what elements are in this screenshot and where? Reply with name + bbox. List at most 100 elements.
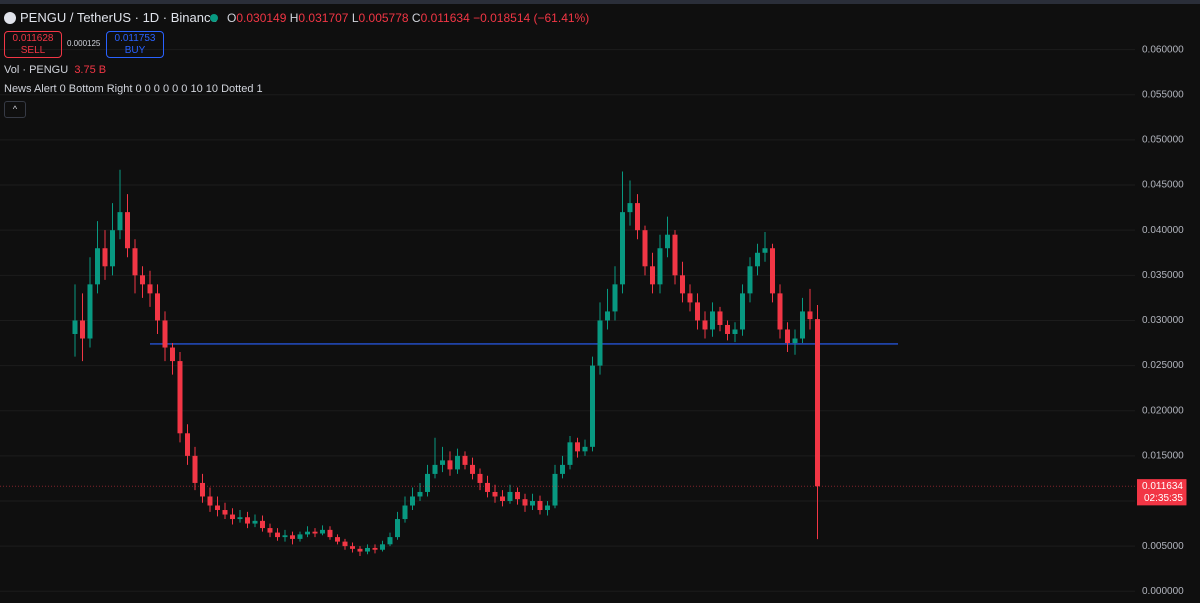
candle-body [500, 496, 505, 501]
candle-body [552, 473, 558, 506]
candle-body [770, 248, 775, 294]
news-alert: News Alert 0 Bottom Right 0 0 0 0 0 0 10… [4, 83, 263, 95]
candle-body [665, 234, 670, 249]
candle-body [575, 442, 580, 452]
candle-body [155, 293, 160, 321]
candle-body [800, 311, 805, 339]
candle-body [147, 284, 153, 294]
status-dot [210, 14, 218, 22]
candle-body [477, 473, 483, 483]
candle-body [635, 203, 640, 231]
last-price-box [1137, 479, 1187, 506]
candle-body [530, 500, 535, 506]
candle-body [732, 329, 738, 334]
candle-body [380, 544, 385, 550]
candle-body [72, 320, 78, 334]
candle-body [710, 311, 715, 330]
candle-body [725, 324, 730, 334]
candle-body [162, 320, 168, 348]
candle-body [447, 460, 453, 470]
candle-body [387, 537, 393, 545]
y-tick-label: 0.055000 [1142, 89, 1184, 100]
candle-body [560, 464, 565, 474]
sell-button[interactable]: 0.011628 SELL [4, 31, 62, 58]
candle-body [102, 248, 108, 267]
candle-body [755, 252, 760, 267]
candle-body [627, 203, 633, 213]
y-tick-label: 0.015000 [1142, 451, 1184, 462]
y-tick-label: 0.020000 [1142, 405, 1184, 416]
candle-body [590, 365, 595, 447]
candle-body [432, 464, 438, 474]
candle-body [650, 266, 655, 285]
candle-body [440, 460, 445, 465]
candle-body [522, 499, 528, 506]
candle-body [357, 548, 363, 552]
candle-body [425, 473, 430, 492]
symbol[interactable]: PENGU / TetherUS · 1D · Binance [20, 10, 218, 25]
candle-body [612, 284, 618, 312]
symbol-icon [4, 12, 16, 24]
candle-body [515, 491, 520, 500]
candle-body [170, 347, 175, 362]
candle-body [545, 505, 550, 511]
ohlc: O0.030149 H0.031707 L0.005778 C0.011634 … [227, 11, 589, 25]
ohlc-label: O [227, 11, 237, 25]
candle-body [177, 361, 183, 434]
candle-body [402, 505, 408, 520]
y-tick-label: 0.025000 [1142, 360, 1184, 371]
candle-body [305, 531, 310, 535]
ohlc-label: C [411, 11, 421, 25]
candle-body [785, 329, 790, 344]
candle-body [672, 234, 678, 276]
candle-body [687, 293, 693, 303]
candle-body [762, 248, 768, 253]
ohlc-label: L [351, 11, 359, 25]
candle-body [350, 546, 355, 549]
candle-body [200, 482, 205, 497]
candle-body [470, 464, 475, 474]
collapse-button[interactable]: ^ [4, 101, 26, 118]
candle-body [335, 537, 340, 542]
candle-body [807, 311, 813, 320]
candle-body [620, 212, 625, 285]
candle-body [462, 455, 468, 465]
candle-body [657, 248, 663, 285]
candle-body [642, 230, 648, 267]
buy-button[interactable]: 0.011753 BUY [106, 31, 164, 58]
candle-body [192, 455, 198, 483]
candle-body [740, 293, 745, 330]
candle-body [252, 520, 258, 524]
candle-body [695, 302, 700, 321]
y-tick-label: 0.005000 [1142, 541, 1184, 552]
candle-body [417, 491, 423, 497]
candle-body [372, 547, 378, 550]
candle-body [582, 446, 588, 452]
candle-body [110, 230, 115, 267]
candle-body [290, 535, 295, 539]
top-border [0, 0, 1200, 4]
candle-body [275, 532, 280, 538]
candle-body [237, 517, 243, 520]
candle-body [132, 248, 138, 276]
change: −0.018514 (−61.41%) [473, 11, 590, 25]
candle-body [80, 320, 85, 339]
candle-body [717, 311, 723, 325]
volume-label: Vol · PENGU [4, 64, 69, 76]
spread: 0.000125 [67, 39, 101, 48]
candle-body [230, 514, 235, 520]
candle-body [215, 505, 220, 511]
candle-body [567, 442, 573, 465]
y-tick-label: 0.035000 [1142, 270, 1184, 281]
buy-price: 0.011753 [114, 33, 156, 44]
candle-body [605, 311, 610, 321]
last-price-label: 0.011634 [1142, 481, 1183, 492]
ohlc-value: 0.030149 [236, 11, 287, 25]
y-tick-label: 0.050000 [1142, 135, 1184, 146]
candle-body [245, 517, 250, 524]
candle-body [410, 496, 415, 506]
candle-body [485, 482, 490, 492]
ohlc-value: 0.011634 [420, 11, 470, 25]
